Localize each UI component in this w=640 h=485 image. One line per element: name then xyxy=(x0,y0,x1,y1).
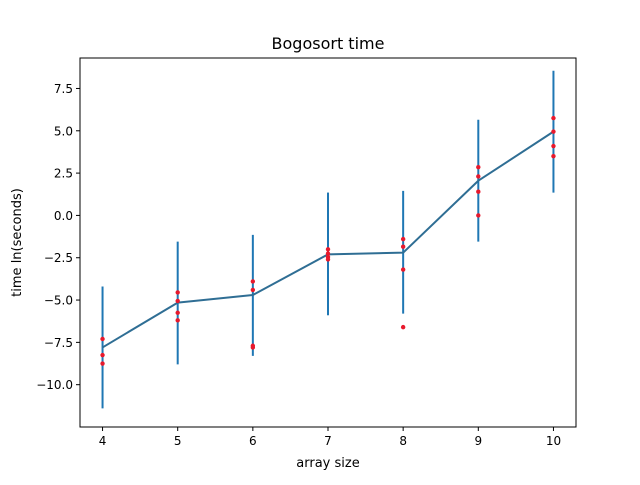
y-tick-label: −5.0 xyxy=(44,294,73,308)
x-tick-label: 5 xyxy=(174,434,182,448)
x-tick-label: 4 xyxy=(99,434,107,448)
sample-point xyxy=(476,174,481,179)
x-tick-label: 9 xyxy=(474,434,482,448)
sample-point xyxy=(250,345,256,350)
sample-point xyxy=(400,267,406,272)
sample-point xyxy=(175,298,180,304)
sample-point xyxy=(551,115,556,121)
sample-point xyxy=(100,352,105,358)
y-tick-label: −2.5 xyxy=(44,251,73,265)
sample-point xyxy=(551,153,556,159)
sample-point xyxy=(476,164,481,170)
plot-area xyxy=(100,70,556,409)
y-axis-label: time ln(seconds) xyxy=(10,188,25,297)
sample-point xyxy=(400,236,406,242)
sample-point xyxy=(325,257,331,262)
y-tick-label: 0.0 xyxy=(54,209,73,223)
y-tick-label: −10.0 xyxy=(36,378,73,392)
sample-point xyxy=(400,244,406,249)
sample-point xyxy=(175,290,180,295)
x-tick-label: 6 xyxy=(249,434,257,448)
sample-point xyxy=(551,143,556,149)
y-tick-label: 5.0 xyxy=(54,124,73,138)
sample-point xyxy=(325,247,331,252)
y-tick-label: −7.5 xyxy=(44,336,73,350)
axes: 4 5 6 7 8 9 10 −10.0 −7.5 −5.0 −2.5 0.0 2.5 5.0 7.5 xyxy=(36,82,561,448)
sample-point xyxy=(250,279,256,284)
sample-point xyxy=(100,361,105,366)
sample-point xyxy=(175,318,180,323)
sample-point xyxy=(100,336,105,342)
sample-point xyxy=(325,251,331,256)
sample-point xyxy=(476,189,481,194)
sample-point xyxy=(175,310,180,315)
x-tick-label: 10 xyxy=(546,434,561,448)
x-tick-label: 7 xyxy=(324,434,332,448)
sample-point xyxy=(551,129,556,134)
y-tick-label: 2.5 xyxy=(54,167,73,181)
sample-point xyxy=(476,213,481,218)
y-tick-label: 7.5 xyxy=(54,82,73,96)
chart-title: Bogosort time xyxy=(272,34,385,53)
sample-point xyxy=(250,287,256,293)
x-axis-label: array size xyxy=(296,456,359,471)
sample-point xyxy=(400,324,406,330)
x-tick-label: 8 xyxy=(399,434,407,448)
